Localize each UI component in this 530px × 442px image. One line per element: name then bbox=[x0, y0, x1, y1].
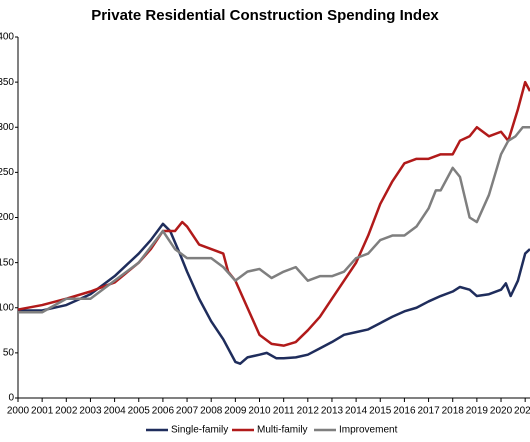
y-tick-label: 0 bbox=[8, 393, 14, 404]
x-tick-label: 2016 bbox=[393, 406, 416, 417]
x-tick-label: 2021 bbox=[514, 406, 530, 417]
x-tick-label: 2011 bbox=[273, 406, 295, 417]
series-line bbox=[18, 126, 530, 314]
x-tick-label: 2020 bbox=[490, 406, 513, 417]
x-tick-label: 2019 bbox=[466, 406, 489, 417]
y-tick-label: 250 bbox=[0, 167, 14, 178]
legend-label: Improvement bbox=[339, 425, 398, 436]
x-tick-label: 2015 bbox=[369, 406, 392, 417]
y-tick-label: 350 bbox=[0, 77, 14, 88]
x-tick-label: 2012 bbox=[297, 406, 320, 417]
x-tick-label: 2005 bbox=[128, 406, 151, 417]
y-tick-label: 150 bbox=[0, 257, 14, 268]
x-tick-label: 2006 bbox=[152, 406, 175, 417]
x-tick-label: 2009 bbox=[224, 406, 247, 417]
x-tick-label: 2008 bbox=[200, 406, 223, 417]
y-tick-label: 200 bbox=[0, 212, 14, 223]
y-tick-label: 50 bbox=[3, 348, 15, 359]
chart-title: Private Residential Construction Spendin… bbox=[91, 7, 439, 24]
legend-label: Multi-family bbox=[257, 425, 308, 436]
legend-label: Single-family bbox=[171, 425, 228, 436]
x-tick-label: 2014 bbox=[345, 406, 368, 417]
y-tick-label: 100 bbox=[0, 302, 14, 313]
y-tick-label: 300 bbox=[0, 122, 14, 133]
x-tick-label: 2007 bbox=[176, 406, 199, 417]
x-tick-label: 2017 bbox=[417, 406, 440, 417]
x-tick-label: 2003 bbox=[79, 406, 102, 417]
x-tick-label: 2013 bbox=[321, 406, 344, 417]
x-tick-label: 2000 bbox=[7, 406, 30, 417]
series-line bbox=[17, 80, 530, 347]
x-tick-label: 2004 bbox=[103, 406, 126, 417]
x-tick-label: 2010 bbox=[248, 406, 271, 417]
x-tick-label: 2018 bbox=[442, 406, 465, 417]
y-tick-label: 400 bbox=[0, 32, 14, 43]
x-tick-label: 2001 bbox=[31, 406, 54, 417]
x-tick-label: 2002 bbox=[55, 406, 78, 417]
series-line bbox=[18, 222, 530, 365]
